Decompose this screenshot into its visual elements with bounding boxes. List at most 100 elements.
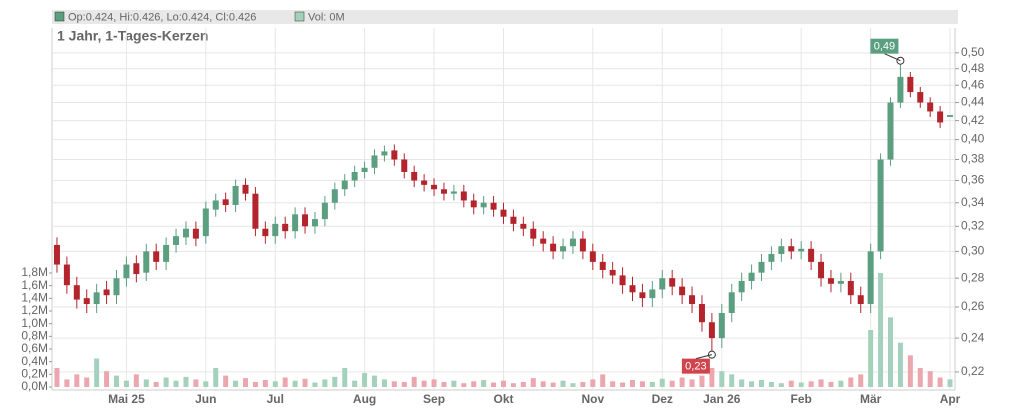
volume-bar <box>64 379 70 387</box>
candle-body <box>867 251 874 305</box>
x-tick-label: Okt <box>493 392 513 406</box>
y-tick-label: 0,38 <box>961 152 985 166</box>
volume-tick-label: 1,0M <box>21 316 48 330</box>
volume-bar <box>163 377 169 387</box>
volume-bar <box>897 342 903 387</box>
volume-bar <box>123 380 129 387</box>
y-tick-label: 0,30 <box>961 244 985 258</box>
volume-bar <box>471 381 477 387</box>
candle-body <box>947 115 954 117</box>
volume-bar <box>759 380 764 387</box>
volume-bar <box>788 380 794 387</box>
candle-body <box>460 191 467 201</box>
volume-bar <box>600 374 606 387</box>
volume-tick-label: 0,2M <box>21 367 48 381</box>
y-tick-label: 0,34 <box>961 195 985 209</box>
volume-bar <box>778 383 784 387</box>
candle-body <box>143 251 150 273</box>
volume-bar <box>501 380 506 387</box>
annotation-label: 0,49 <box>874 41 895 53</box>
candle-body <box>163 244 170 262</box>
candle-body <box>847 280 854 296</box>
y-tick-label: 0,26 <box>961 299 985 313</box>
volume-bar <box>153 381 159 387</box>
candle-body <box>837 280 844 284</box>
candle-body <box>93 292 100 305</box>
annotation-box <box>681 358 710 374</box>
volume-tick-label: 1,4M <box>21 291 48 305</box>
x-tick-label: Feb <box>791 392 812 406</box>
volume-bar <box>292 380 298 387</box>
candle-body <box>877 159 884 252</box>
volume-bar <box>441 381 447 387</box>
candle-body <box>768 253 775 262</box>
candle-body <box>411 171 418 181</box>
candle-body <box>659 278 666 290</box>
annotation-leader <box>695 354 713 360</box>
candle-body <box>887 102 894 160</box>
candle-body <box>133 263 140 275</box>
candle-body <box>222 199 229 206</box>
volume-bar <box>620 382 626 387</box>
candle-body <box>113 278 120 296</box>
candle-body <box>480 202 487 208</box>
volume-bar <box>262 380 268 387</box>
volume-bar <box>183 376 189 387</box>
candle-body <box>302 214 309 227</box>
volume-bar <box>193 379 199 387</box>
volume-tick-label: 0,8M <box>21 329 48 343</box>
x-tick-label: Mai 25 <box>108 392 145 406</box>
volume-bar <box>84 377 90 387</box>
volume-bar <box>143 379 149 387</box>
candle-body <box>391 150 398 160</box>
volume-bar <box>381 379 387 387</box>
candle-body <box>371 155 378 168</box>
volume-bar <box>888 317 893 387</box>
x-tick-label: Nov <box>581 392 604 406</box>
candle-body <box>679 286 686 296</box>
volume-bar <box>252 381 258 387</box>
volume-bar <box>719 371 725 387</box>
candle-body <box>321 202 328 220</box>
volume-bar <box>431 379 437 387</box>
volume-bar <box>282 377 288 387</box>
candle-body <box>718 313 725 339</box>
x-tick-label: Jul <box>267 392 284 406</box>
ohlc-icon <box>54 11 65 22</box>
candle-body <box>579 238 586 252</box>
volume-bar <box>451 380 457 387</box>
candle-body <box>381 151 388 156</box>
candle-body <box>599 261 606 270</box>
volume-bar <box>927 371 933 387</box>
volume-bar <box>848 377 854 387</box>
candle-body <box>173 236 180 245</box>
candle-body <box>917 92 924 103</box>
candle-body <box>629 285 636 293</box>
candle-body <box>907 76 914 93</box>
candle-body <box>232 185 239 206</box>
volume-bar <box>858 374 864 387</box>
volume-bar <box>401 381 407 387</box>
volume-bar <box>510 383 516 387</box>
candle-body <box>421 180 428 185</box>
annotation-label: 0,23 <box>685 361 706 373</box>
x-tick-label: Jun <box>195 392 216 406</box>
candle-body <box>589 251 596 262</box>
volume-bar <box>917 368 923 387</box>
candle-body <box>351 171 358 181</box>
volume-bar <box>729 374 735 387</box>
candle-body <box>212 200 219 210</box>
candle-body <box>500 209 507 217</box>
volume-bar <box>739 379 745 387</box>
y-tick-label: 0,32 <box>961 218 985 232</box>
candle-body <box>520 223 527 229</box>
candle-body <box>331 189 338 203</box>
volume-bar <box>312 382 318 387</box>
annotation-leader <box>884 53 901 62</box>
header-ohlc: Op:0.424, Hi:0.426, Lo:0.424, Cl:0.426 <box>68 11 256 23</box>
candle-body <box>242 184 249 194</box>
volume-bar <box>391 381 397 387</box>
y-tick-label: 0,28 <box>961 270 985 284</box>
volume-bar <box>699 375 705 387</box>
candle-body <box>311 219 318 227</box>
